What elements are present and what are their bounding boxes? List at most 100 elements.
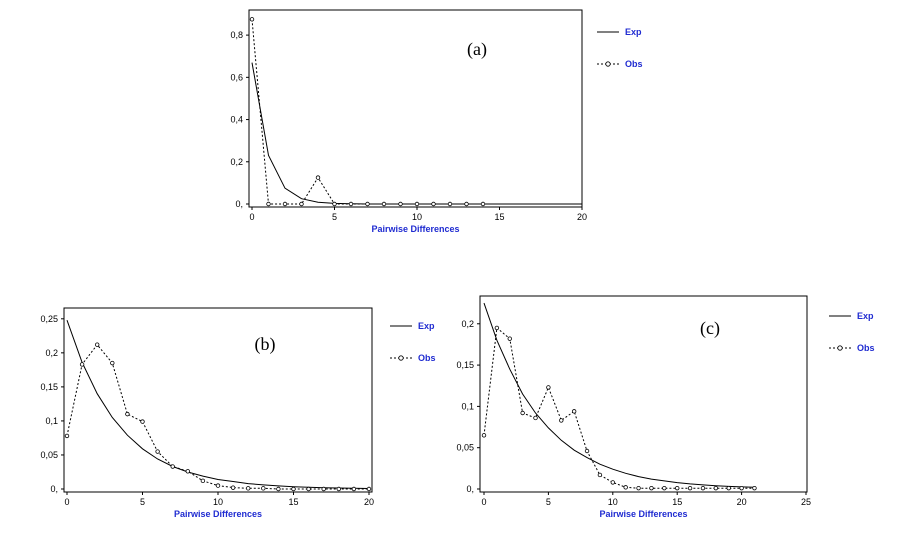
data-point-obs <box>623 485 628 490</box>
data-point-obs <box>494 325 500 331</box>
data-point-obs <box>336 486 341 492</box>
panel-label: (b) <box>255 334 276 355</box>
series-line-exp <box>66 320 370 489</box>
y-tick-label: 0,15 <box>40 382 58 392</box>
plot-frame <box>479 295 808 493</box>
data-point-obs <box>266 201 271 207</box>
data-point-obs <box>752 485 757 491</box>
x-tick-label: 0 <box>249 212 254 222</box>
data-point-obs <box>351 486 357 492</box>
data-point-obs <box>185 469 190 474</box>
data-point-obs <box>276 486 281 492</box>
data-point-obs <box>140 419 145 424</box>
data-point-obs <box>662 485 667 491</box>
data-point-obs <box>365 201 370 207</box>
data-point-obs <box>366 486 372 492</box>
x-tick-label: 15 <box>494 212 504 222</box>
y-tick-label: 0, <box>466 484 474 494</box>
x-tick-label: 10 <box>412 212 422 222</box>
data-point-obs <box>726 485 731 491</box>
data-point-obs <box>291 486 296 492</box>
legend-label-exp: Exp <box>418 321 435 331</box>
data-point-obs <box>447 201 453 207</box>
panel-label: (a) <box>467 39 487 60</box>
data-point-obs <box>348 201 354 207</box>
data-point-obs <box>321 486 326 492</box>
x-tick-label: 15 <box>672 497 682 507</box>
data-point-obs <box>306 486 311 492</box>
chart-panel-3: 0, 0,05 0,1 0,15 0,2 0 5 10 15 20 25 Pairwise Diffe… <box>456 295 875 519</box>
data-point-obs <box>481 433 487 438</box>
panel-label: (c) <box>700 318 720 339</box>
data-point-obs <box>282 201 288 207</box>
data-point-obs <box>464 201 469 207</box>
y-tick-label: 0,4 <box>230 115 243 125</box>
data-point-obs <box>155 449 160 454</box>
data-point-obs <box>636 485 641 491</box>
plot-frame <box>248 9 583 208</box>
data-point-obs <box>110 360 115 366</box>
series-line-obs <box>483 326 755 489</box>
data-point-obs <box>533 415 538 421</box>
data-point-obs <box>261 486 266 491</box>
data-point-obs <box>381 201 387 207</box>
x-tick-label: 10 <box>608 497 618 507</box>
data-point-obs <box>125 411 130 417</box>
y-tick-label: 0,1 <box>45 416 58 426</box>
data-point-obs <box>398 201 403 207</box>
data-point-obs <box>230 485 236 490</box>
legend-marker <box>837 345 843 351</box>
data-point-obs <box>299 201 304 207</box>
data-point-obs <box>520 410 525 416</box>
series-line-exp <box>483 302 755 488</box>
data-point-obs <box>414 201 420 207</box>
legend-marker <box>605 61 611 67</box>
x-tick-label: 5 <box>140 497 145 507</box>
y-tick-label: 0,8 <box>230 30 243 40</box>
data-point-obs <box>584 448 590 454</box>
data-point-obs <box>245 486 251 491</box>
y-tick-label: 0,2 <box>230 157 243 167</box>
data-point-obs <box>649 485 654 491</box>
x-tick-label: 15 <box>288 497 298 507</box>
data-point-obs <box>79 362 85 367</box>
y-tick-label: 0,05 <box>456 443 474 453</box>
x-axis-label: Pairwise Differences <box>599 509 687 519</box>
x-tick-label: 20 <box>577 212 587 222</box>
data-point-obs <box>597 472 603 478</box>
data-point-obs <box>200 478 206 484</box>
x-tick-label: 20 <box>737 497 747 507</box>
data-point-obs <box>713 485 719 491</box>
data-point-obs <box>480 201 486 207</box>
legend-label-exp: Exp <box>625 27 642 37</box>
x-tick-label: 0 <box>64 497 69 507</box>
y-tick-label: 0, <box>235 199 243 209</box>
data-point-obs <box>675 485 680 491</box>
data-point-obs <box>332 201 337 207</box>
y-tick-label: 0,05 <box>40 450 58 460</box>
y-tick-label: 0,15 <box>456 360 474 370</box>
data-point-obs <box>431 201 436 207</box>
y-tick-label: 0,1 <box>461 401 474 411</box>
chart-panel-2: 0, 0,05 0,1 0,15 0,2 0,25 0 5 10 15 20 Pairwise Dif… <box>40 307 436 519</box>
legend-label-obs: Obs <box>625 59 643 69</box>
x-tick-label: 5 <box>332 212 337 222</box>
x-tick-label: 25 <box>801 497 811 507</box>
legend-label-obs: Obs <box>418 353 436 363</box>
data-point-obs <box>571 409 577 414</box>
data-point-obs <box>507 336 512 341</box>
data-point-obs <box>64 433 70 439</box>
x-axis-label: Pairwise Differences <box>371 224 459 234</box>
data-point-obs <box>215 483 221 488</box>
data-point-obs <box>559 418 564 423</box>
y-tick-label: 0,2 <box>45 348 58 358</box>
data-point-obs <box>610 480 615 485</box>
y-tick-label: 0,25 <box>40 314 58 324</box>
data-point-obs <box>170 464 175 469</box>
data-point-obs <box>315 175 321 180</box>
data-point-obs <box>687 485 693 491</box>
legend-label-obs: Obs <box>857 343 875 353</box>
data-point-obs <box>546 385 551 390</box>
legend-marker <box>398 355 404 361</box>
